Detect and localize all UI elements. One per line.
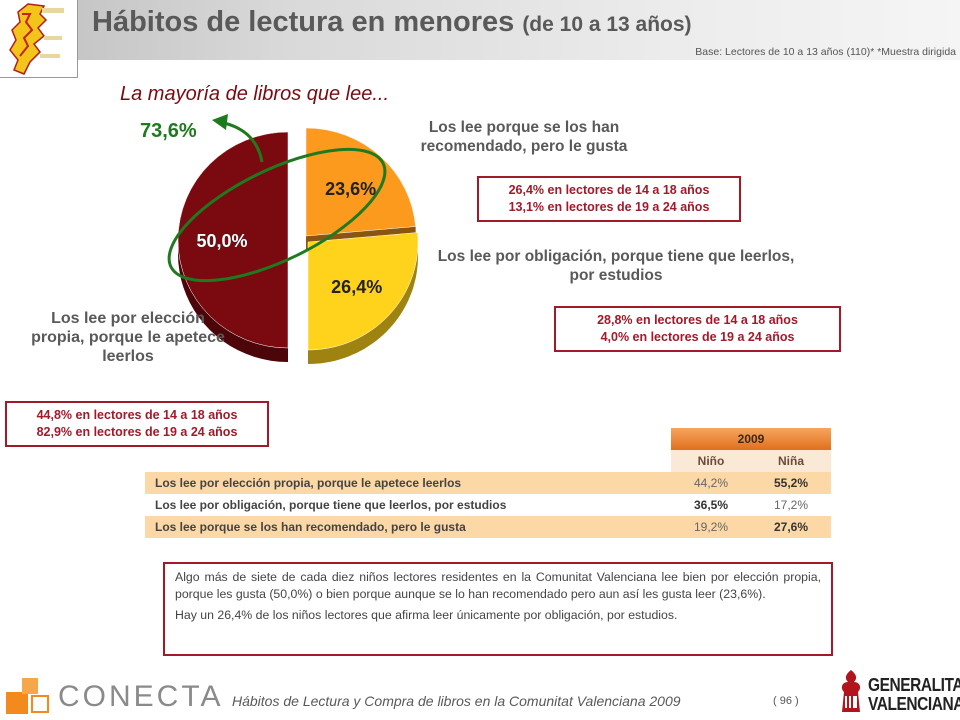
map-icon [9,3,64,75]
label-obligation: Los lee por obligación, porque tiene que… [437,248,795,284]
generalitat-logo-text: GENERALITAT VALENCIANA [868,675,960,714]
year-header: 2009 [671,428,831,450]
combined-arrow-head [212,114,228,130]
pie-slice [305,127,416,237]
pie-slice [307,232,419,351]
page-number: ( 96 ) [773,695,799,707]
pie-slice-label: 50,0% [196,231,247,251]
label-choice: Los lee por elección propia, porque le a… [31,310,225,366]
footer-text: Hábitos de Lectura y Compra de libros en… [232,693,681,709]
conecta-logo-icon [6,678,49,714]
intro-text: La mayoría de libros que lee... [120,83,390,105]
label-recommended: Los lee porque se los han recomendado, p… [420,119,628,155]
table-row: Los lee por obligación, porque tiene que… [145,494,831,516]
results-table: 2009 Niño Niña Los lee por elección prop… [145,428,831,538]
table-row: Los lee porque se los han recomendado, p… [145,516,831,538]
combined-ellipse [167,147,387,283]
base-note: Base: Lectores de 10 a 13 años (110)* *M… [695,46,956,58]
summary-paragraph: Algo más de siete de cada diez niños lec… [175,570,821,601]
summary-box: Algo más de siete de cada diez niños lec… [163,562,833,656]
box-recommended: 26,4% en lectores de 14 a 18 años 13,1% e… [477,176,741,222]
combined-percentage: 73,6% [140,120,197,142]
box-obligation: 28,8% en lectores de 14 a 18 años 4,0% en… [554,306,841,352]
col-nino: Niño [671,450,751,472]
box-choice: 44,8% en lectores de 14 a 18 años 82,9% e… [5,401,269,447]
pie-slice-side [308,232,418,364]
pie-slice-label: 26,4% [331,277,382,297]
generalitat-crest-icon [841,670,861,712]
summary-paragraph: Hay un 26,4% de los niños lectores que a… [175,608,678,623]
table-row: Los lee por elección propia, porque le a… [145,472,831,494]
header-band [0,0,960,60]
col-nina: Niña [751,450,831,472]
conecta-logo-text: CONECTA [58,680,224,713]
region-map-logo [0,0,78,78]
page-title: Hábitos de lectura en menores (de 10 a 1… [92,6,692,38]
combined-arrow [223,121,264,163]
pie-slice-label: 23,6% [325,179,376,199]
pie-slice [177,131,289,349]
